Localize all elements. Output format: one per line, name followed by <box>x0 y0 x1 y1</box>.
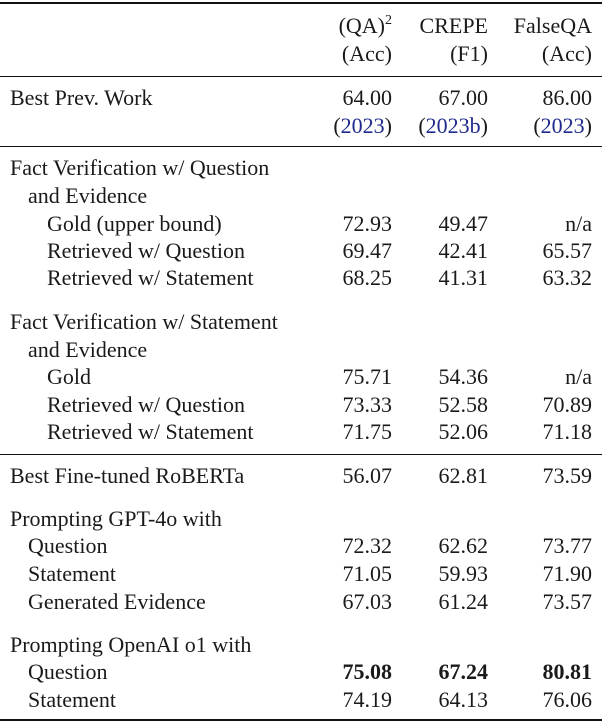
value-cell: 71.05 <box>342 561 393 586</box>
row-label: Question <box>28 659 108 684</box>
value-cell: 76.06 <box>542 687 593 712</box>
section-title: and Evidence <box>28 337 148 362</box>
value-cell: 52.06 <box>438 419 489 444</box>
row-label: Retrieved w/ Question <box>47 392 245 417</box>
value-cell: n/a <box>565 211 592 236</box>
header-rule <box>0 76 602 77</box>
header-qa: (QA)2 <box>338 13 392 38</box>
bottom-rule <box>0 719 602 721</box>
top-rule <box>0 2 602 4</box>
section-title: Fact Verification w/ Statement <box>10 309 278 334</box>
row-label: Generated Evidence <box>28 589 206 614</box>
value-cell: 42.41 <box>438 238 489 263</box>
value-cell: 71.90 <box>542 561 593 586</box>
section-title: and Evidence <box>28 183 148 208</box>
best-value-cell: 75.08 <box>342 659 393 684</box>
row-label: Statement <box>28 687 116 712</box>
value-cell: 86.00 <box>542 85 593 110</box>
section-title: Prompting OpenAI o1 with <box>10 632 252 657</box>
value-cell: 73.57 <box>542 589 593 614</box>
value-cell: 72.32 <box>342 533 393 558</box>
header-falseqa-metric: (Acc) <box>541 41 592 66</box>
value-cell: 75.71 <box>342 364 393 389</box>
value-cell: 65.57 <box>542 238 593 263</box>
row-label: Retrieved w/ Question <box>47 238 245 263</box>
citation[interactable]: (2023) <box>333 113 392 138</box>
header-crepe-metric: (F1) <box>450 41 488 66</box>
value-cell: 69.47 <box>342 238 393 263</box>
value-cell: 73.77 <box>542 533 593 558</box>
header-falseqa: FalseQA <box>513 13 592 38</box>
value-cell: 68.25 <box>342 265 393 290</box>
value-cell: 64.00 <box>342 85 393 110</box>
best-value-cell: 80.81 <box>542 659 593 684</box>
value-cell: 67.00 <box>438 85 489 110</box>
value-cell: 72.93 <box>342 211 393 236</box>
header-qa-metric: (Acc) <box>341 41 392 66</box>
row-label: Best Fine-tuned RoBERTa <box>10 463 245 488</box>
value-cell: 62.81 <box>438 463 489 488</box>
row-label: Question <box>28 533 108 558</box>
section-rule <box>0 454 602 455</box>
value-cell: 63.32 <box>542 265 593 290</box>
value-cell: 62.62 <box>438 533 489 558</box>
citation-link[interactable]: 2023b <box>425 113 481 138</box>
row-label: Retrieved w/ Statement <box>47 419 254 444</box>
section-title: Fact Verification w/ Question <box>10 155 270 180</box>
value-cell: 41.31 <box>438 265 489 290</box>
row-label: Best Prev. Work <box>10 85 153 110</box>
value-cell: 54.36 <box>438 364 489 389</box>
value-cell: 73.59 <box>542 463 593 488</box>
citation[interactable]: (2023) <box>533 113 592 138</box>
value-cell: 61.24 <box>438 589 489 614</box>
value-cell: 59.93 <box>438 561 489 586</box>
value-cell: n/a <box>565 364 592 389</box>
header-crepe: CREPE <box>419 13 488 38</box>
section-rule <box>0 146 602 147</box>
value-cell: 67.03 <box>342 589 393 614</box>
value-cell: 64.13 <box>438 687 489 712</box>
row-label: Gold <box>47 364 91 389</box>
value-cell: 56.07 <box>342 463 393 488</box>
citation-link[interactable]: 2023 <box>340 113 385 138</box>
value-cell: 70.89 <box>542 392 593 417</box>
value-cell: 71.75 <box>342 419 393 444</box>
citation[interactable]: (2023b) <box>418 113 488 138</box>
value-cell: 49.47 <box>438 211 489 236</box>
citation-link[interactable]: 2023 <box>540 113 585 138</box>
value-cell: 73.33 <box>342 392 393 417</box>
row-label: Retrieved w/ Statement <box>47 265 254 290</box>
value-cell: 71.18 <box>542 419 593 444</box>
value-cell: 74.19 <box>342 687 393 712</box>
row-label: Statement <box>28 561 116 586</box>
row-label: Gold (upper bound) <box>47 211 222 236</box>
best-value-cell: 67.24 <box>438 659 489 684</box>
section-title: Prompting GPT-4o with <box>10 506 222 531</box>
value-cell: 52.58 <box>438 392 489 417</box>
